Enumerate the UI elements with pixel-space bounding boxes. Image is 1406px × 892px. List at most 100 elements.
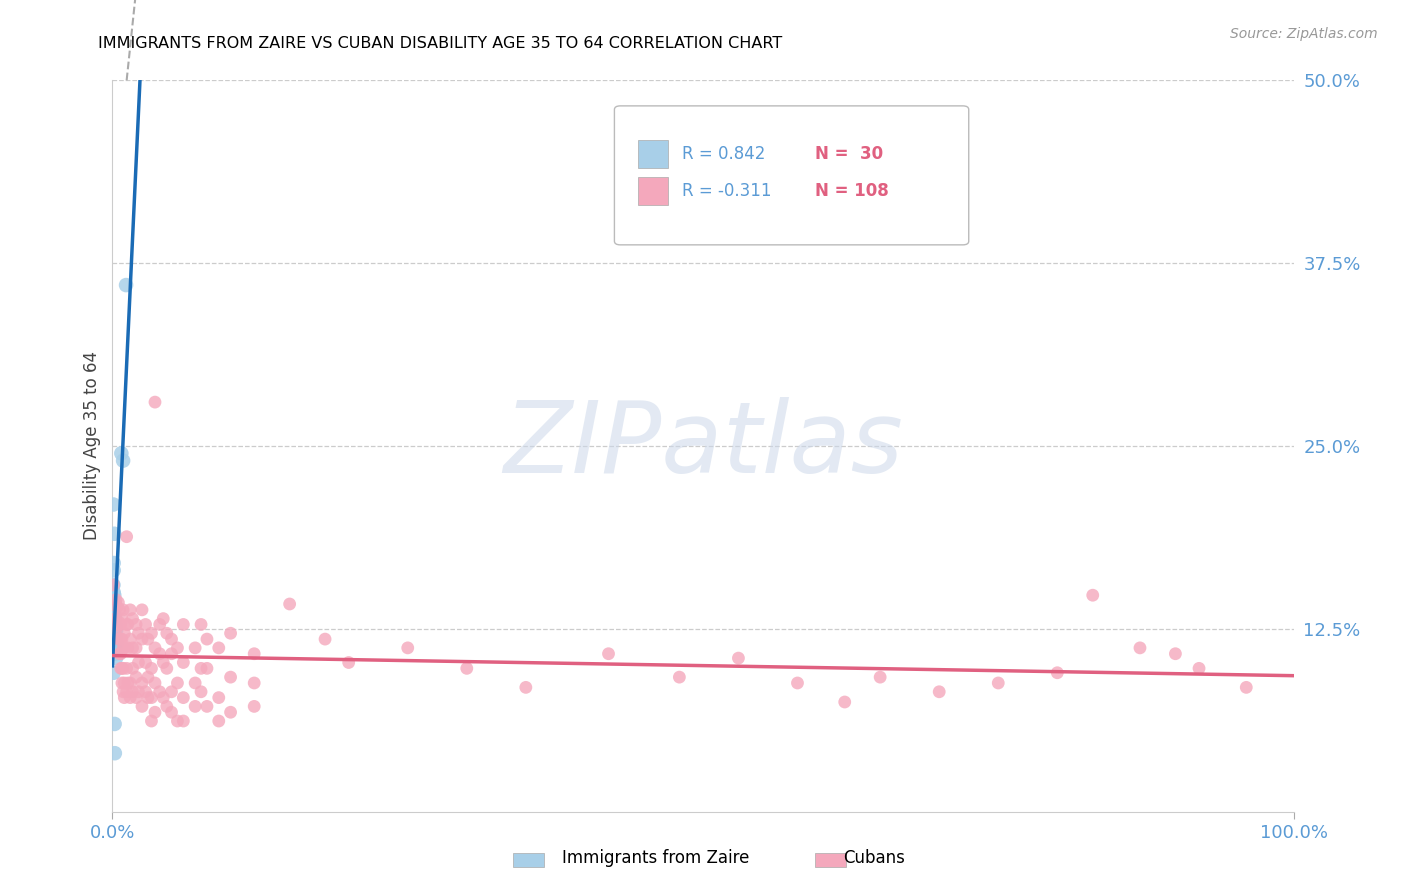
Point [125, 617, 148, 632]
Point [104, 595, 127, 609]
Point [112, 640, 135, 655]
Point [104, 610, 127, 624]
Point [103, 578, 125, 592]
Point [243, 699, 266, 714]
Point [166, 640, 188, 655]
Text: N =  30: N = 30 [815, 145, 883, 163]
Point [112, 685, 135, 699]
Point [172, 714, 194, 728]
Point [115, 685, 138, 699]
Point [172, 690, 194, 705]
Point [117, 640, 139, 655]
Point [195, 632, 218, 646]
Text: R = 0.842: R = 0.842 [682, 145, 765, 163]
Point [149, 685, 172, 699]
Point [104, 615, 127, 629]
Point [136, 670, 159, 684]
Point [143, 395, 166, 409]
Point [111, 612, 134, 626]
Point [1046, 665, 1069, 680]
Point [208, 640, 231, 655]
Point [104, 629, 127, 643]
Point [143, 640, 166, 655]
Y-axis label: Disability Age 35 to 64: Disability Age 35 to 64 [83, 351, 101, 541]
Bar [638, 177, 668, 204]
Point [110, 632, 132, 646]
Point [115, 617, 138, 632]
Text: N = 108: N = 108 [815, 182, 889, 200]
Point [135, 617, 157, 632]
Text: R = -0.311: R = -0.311 [682, 182, 772, 200]
Point [112, 690, 135, 705]
Point [127, 656, 149, 670]
Point [115, 278, 138, 293]
Point [103, 665, 125, 680]
Point [112, 676, 135, 690]
Point [103, 563, 125, 577]
Point [131, 632, 153, 646]
Point [103, 588, 125, 602]
Point [120, 690, 142, 705]
Point [103, 603, 125, 617]
Point [219, 705, 242, 719]
Point [1129, 640, 1152, 655]
Point [110, 617, 132, 632]
Point [112, 453, 135, 467]
Point [184, 640, 207, 655]
Point [120, 676, 142, 690]
Point [112, 640, 135, 655]
Point [104, 617, 127, 632]
Point [131, 676, 153, 690]
Point [156, 661, 179, 675]
Point [219, 670, 242, 684]
Point [141, 626, 163, 640]
Point [108, 603, 131, 617]
Point [190, 661, 212, 675]
Point [1188, 661, 1211, 675]
Point [598, 647, 620, 661]
Point [104, 746, 127, 760]
Point [110, 661, 132, 675]
Point [195, 699, 218, 714]
Point [111, 661, 134, 675]
Point [104, 644, 127, 658]
Point [136, 690, 159, 705]
Point [131, 603, 153, 617]
Point [135, 685, 157, 699]
Point [108, 632, 131, 646]
Point [166, 676, 188, 690]
Point [112, 661, 135, 675]
Point [105, 651, 128, 665]
Point [105, 592, 128, 607]
Point [112, 626, 135, 640]
Point [107, 615, 129, 629]
Point [337, 656, 360, 670]
Point [120, 603, 142, 617]
Point [834, 695, 856, 709]
Point [110, 647, 132, 661]
Point [105, 624, 128, 638]
FancyBboxPatch shape [614, 106, 969, 244]
Point [869, 670, 891, 684]
Point [219, 626, 242, 640]
Text: Cubans: Cubans [844, 849, 905, 867]
Point [104, 622, 127, 636]
Point [243, 676, 266, 690]
Point [120, 632, 142, 646]
Point [111, 676, 134, 690]
Point [184, 676, 207, 690]
Point [115, 661, 138, 675]
Point [243, 647, 266, 661]
Point [156, 626, 179, 640]
Point [103, 585, 125, 599]
Point [1164, 647, 1187, 661]
Point [152, 690, 174, 705]
Point [190, 685, 212, 699]
Text: IMMIGRANTS FROM ZAIRE VS CUBAN DISABILITY AGE 35 TO 64 CORRELATION CHART: IMMIGRANTS FROM ZAIRE VS CUBAN DISABILIT… [98, 36, 783, 51]
Point [127, 626, 149, 640]
Point [117, 617, 139, 632]
Point [141, 690, 163, 705]
Point [172, 656, 194, 670]
Point [121, 612, 143, 626]
Point [105, 617, 128, 632]
